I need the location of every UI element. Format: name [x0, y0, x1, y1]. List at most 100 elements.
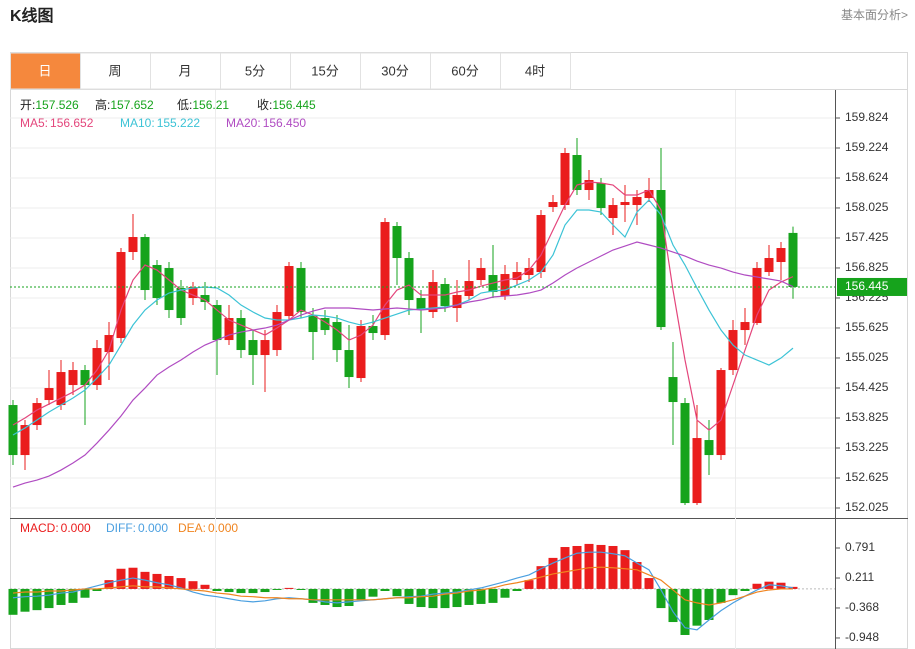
ohlc-entry: 开:157.526 — [20, 98, 79, 112]
candle-body — [80, 370, 90, 386]
tab[interactable]: 15分 — [290, 52, 361, 90]
tab-label: 5分 — [245, 63, 265, 78]
macd-bar — [200, 584, 210, 589]
candle-body — [656, 190, 666, 328]
candle-body — [548, 202, 558, 208]
candle-body — [536, 215, 546, 273]
tab[interactable]: 月 — [150, 52, 221, 90]
macd-bar — [68, 588, 78, 603]
macd-bar — [728, 588, 738, 596]
candle-body — [476, 268, 486, 281]
fundamental-link[interactable]: 基本面分析> — [841, 8, 908, 22]
macd-bar — [428, 588, 438, 609]
tab-bg — [10, 52, 81, 90]
last-price-tag — [837, 277, 907, 296]
y-tick-label: 158.624 — [845, 170, 889, 184]
ohlc-entry: 高:157.652 — [95, 97, 154, 112]
y-tick-label: 153.225 — [845, 440, 889, 454]
macd-bar — [656, 588, 666, 609]
candle-body — [728, 330, 738, 371]
macd-bar — [644, 578, 654, 589]
macd-bar — [668, 588, 678, 623]
candle-body — [644, 190, 654, 199]
macd-bar — [752, 583, 762, 589]
candle-body — [404, 258, 414, 301]
macd-bar — [308, 588, 318, 603]
candle-body — [8, 405, 18, 456]
macd-bar — [416, 588, 426, 608]
macd-bar — [176, 578, 186, 589]
macd-bar — [116, 568, 126, 589]
y-tick-label: 0.791 — [845, 540, 875, 554]
y-tick-label: 154.425 — [845, 380, 889, 394]
legend-value: 156.450 — [263, 116, 307, 130]
candle-body — [344, 350, 354, 378]
legend-entry: MA10: 155.222 — [120, 116, 200, 130]
candle-body — [56, 372, 66, 406]
y-tick-label: 153.825 — [845, 410, 889, 424]
tab[interactable]: 日 — [10, 52, 81, 90]
ohlc-value: 156.445 — [272, 98, 316, 112]
tab-label: 60分 — [451, 63, 478, 78]
macd-bar — [320, 588, 330, 605]
candle-body — [248, 340, 258, 356]
macd-bar — [212, 588, 222, 592]
ohlc-value: 156.21 — [192, 98, 229, 112]
macd-bar — [620, 550, 630, 589]
macd-bar — [236, 588, 246, 594]
candle-body — [368, 326, 378, 334]
candle-body — [776, 248, 786, 263]
candle-body — [680, 403, 690, 504]
legend-name: DIFF: — [106, 521, 136, 535]
macd-bar — [452, 588, 462, 608]
candle-body — [140, 237, 150, 291]
ohlc-entry: 低:156.21 — [177, 98, 229, 112]
macd-bar — [188, 581, 198, 589]
candle-body — [668, 377, 678, 403]
ma-line — [12, 241, 794, 488]
candle-body — [320, 318, 330, 331]
candle-body — [44, 388, 54, 401]
macd-bar — [476, 588, 486, 604]
y-tick-label: 158.025 — [845, 200, 889, 214]
tab[interactable]: 5分 — [220, 52, 291, 90]
candle-body — [92, 348, 102, 386]
macd-bar — [560, 547, 570, 589]
candle-body — [356, 326, 366, 379]
candle-body — [632, 197, 642, 206]
macd-bar — [356, 588, 366, 600]
macd-bar — [488, 588, 498, 603]
legend-name: MA10: — [120, 116, 155, 130]
y-tick-label: 157.425 — [845, 230, 889, 244]
macd-bar — [44, 588, 54, 609]
candle-body — [416, 298, 426, 311]
tab-bg — [150, 52, 221, 90]
ohlc-value: 157.526 — [35, 98, 79, 112]
macd-bar — [632, 562, 642, 589]
legend-entry: DIFF: 0.000 — [106, 521, 168, 535]
candle-body — [608, 205, 618, 219]
macd-bar — [512, 588, 522, 592]
macd-bar — [584, 543, 594, 589]
tab-bg — [80, 52, 151, 90]
last-price-label: 156.445 — [845, 279, 889, 293]
macd-bar — [80, 588, 90, 598]
tab[interactable]: 4时 — [500, 52, 571, 90]
macd-bar — [716, 588, 726, 603]
ohlc-label: 低: — [177, 98, 192, 112]
macd-bar — [524, 580, 534, 589]
candle-body — [560, 153, 570, 206]
tab[interactable]: 60分 — [430, 52, 501, 90]
candle-body — [572, 155, 582, 191]
tab-bg — [500, 52, 571, 90]
macd-bar — [740, 588, 750, 592]
tab[interactable]: 周 — [80, 52, 151, 90]
y-tick-label: -0.948 — [845, 630, 879, 644]
tab[interactable]: 30分 — [360, 52, 431, 90]
macd-bar — [572, 545, 582, 589]
macd-bar — [344, 588, 354, 607]
tab-bg — [430, 52, 501, 90]
macd-bar — [368, 588, 378, 597]
